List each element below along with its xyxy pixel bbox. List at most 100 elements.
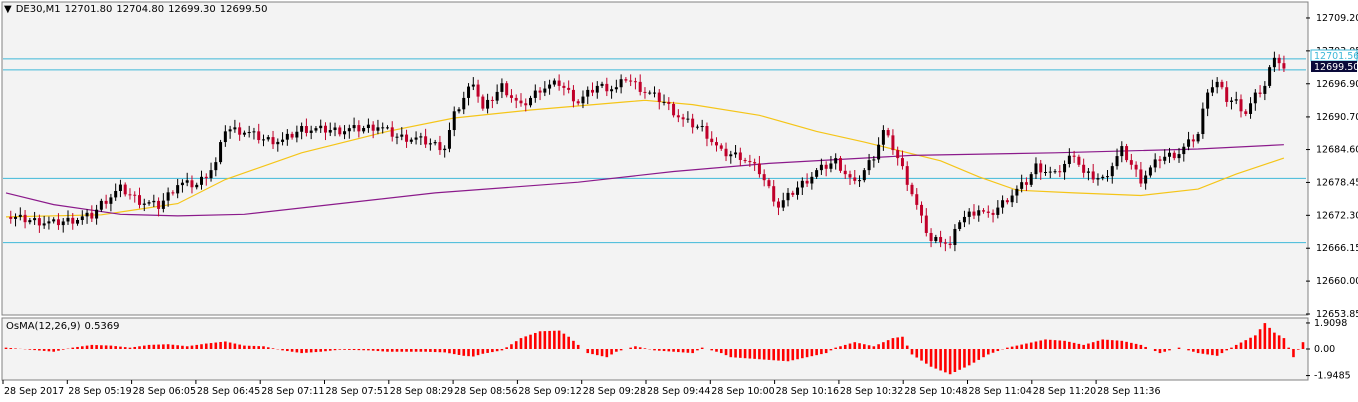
candle-body <box>1086 171 1090 173</box>
bid-tag-label: 12699.50 <box>1314 62 1358 73</box>
candle <box>1153 153 1157 173</box>
x-tick-label: 28 Sep 08:56 <box>454 386 517 397</box>
candle <box>667 97 671 111</box>
candle <box>109 193 113 212</box>
candle <box>376 119 380 135</box>
main-plot-area[interactable] <box>1 1 1309 316</box>
candle-body <box>939 236 943 243</box>
candle-body <box>653 92 656 94</box>
candle <box>943 238 947 252</box>
candle <box>366 118 370 133</box>
moving-average-0 <box>5 99 1285 218</box>
candle <box>872 155 876 168</box>
candle-body <box>85 212 89 217</box>
candle-body <box>824 164 828 169</box>
candle-body <box>858 180 862 182</box>
candle <box>266 134 270 142</box>
candle-body <box>834 158 838 164</box>
candle <box>800 177 804 196</box>
candle <box>428 138 432 151</box>
candle <box>710 131 714 146</box>
candle <box>891 129 895 155</box>
candle-body <box>304 126 308 133</box>
x-tick-label: 28 Sep 10:16 <box>776 386 839 397</box>
x-tick-label: 28 Sep 11:04 <box>969 386 1032 397</box>
candle <box>319 119 323 133</box>
candle <box>743 157 747 164</box>
candle <box>1029 172 1033 187</box>
candle-body <box>1272 57 1276 68</box>
candle <box>214 157 218 177</box>
candle-body <box>476 84 480 97</box>
candle <box>476 79 480 103</box>
candle <box>500 78 504 99</box>
candle <box>948 236 952 249</box>
candle <box>681 113 685 127</box>
candle-body <box>562 85 566 88</box>
candle-body <box>681 117 685 120</box>
y-tick-label: 12666.15 <box>1316 243 1358 254</box>
candle-body <box>877 144 881 160</box>
candle <box>190 175 194 194</box>
candle-body <box>419 136 423 138</box>
candle <box>1010 189 1014 208</box>
candle-body <box>748 161 752 163</box>
candle-body <box>996 207 1000 215</box>
candle-body <box>295 131 299 138</box>
candle <box>333 122 337 137</box>
candle-body <box>37 218 41 226</box>
osma-tick-label: 1.9098 <box>1314 318 1347 329</box>
candle <box>152 194 156 208</box>
candle-body <box>319 125 323 129</box>
candle-body <box>867 160 871 171</box>
candle <box>691 113 695 134</box>
candle-body <box>605 83 609 92</box>
candle-body <box>567 87 571 90</box>
candle-body <box>676 115 680 118</box>
candle <box>1158 155 1162 169</box>
candle <box>147 200 151 206</box>
candle <box>657 89 661 110</box>
candle <box>662 94 666 106</box>
candle-body <box>66 217 70 222</box>
candle-body <box>509 95 513 98</box>
candle <box>257 123 261 144</box>
candle-body <box>1210 87 1214 93</box>
candle-body <box>23 214 27 223</box>
candle <box>1148 165 1152 178</box>
candle-body <box>338 127 342 135</box>
candle-body <box>95 209 99 219</box>
candle-body <box>591 89 595 93</box>
candle <box>1072 150 1076 163</box>
candle-body <box>357 125 361 132</box>
candle <box>18 207 22 221</box>
candle <box>786 188 790 207</box>
candle-body <box>209 170 213 179</box>
candle-body <box>762 174 766 181</box>
candle <box>171 190 175 196</box>
candle <box>524 98 528 112</box>
candle-body <box>610 89 614 92</box>
candle-body <box>214 162 218 171</box>
candle <box>519 93 523 107</box>
candle <box>705 122 709 147</box>
candle-body <box>953 228 957 246</box>
osma-name: OsMA(12,26,9) <box>6 321 81 332</box>
candle <box>900 150 904 170</box>
candle-body <box>738 152 742 160</box>
candle <box>586 86 590 105</box>
candle-body <box>1048 171 1052 173</box>
candle <box>1253 89 1257 111</box>
candle <box>829 155 833 173</box>
candle-body <box>133 194 137 196</box>
candle <box>1115 148 1119 170</box>
candle-body <box>533 90 537 98</box>
candle <box>905 161 909 191</box>
collapse-triangle-icon[interactable]: ▼ <box>4 4 12 15</box>
candle-body <box>1058 171 1062 173</box>
candle <box>42 215 46 229</box>
candle-body <box>1072 155 1076 157</box>
candle-body <box>972 211 976 216</box>
candle-body <box>1015 188 1019 196</box>
candle <box>95 204 99 225</box>
